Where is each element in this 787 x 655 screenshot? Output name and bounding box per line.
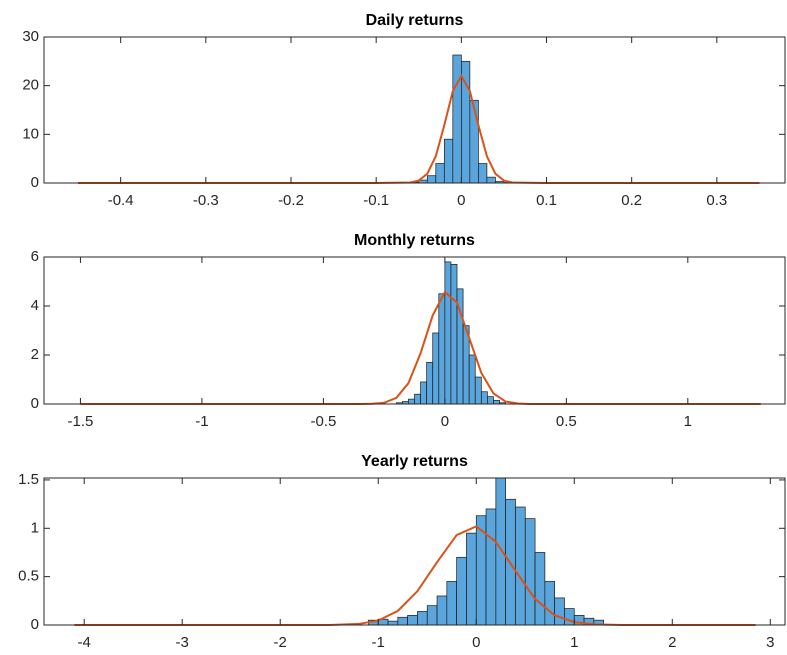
x-tick-label: -4 xyxy=(78,634,91,651)
x-tick-label: 0.2 xyxy=(621,192,642,209)
bar xyxy=(466,532,477,626)
axes-box xyxy=(43,36,786,184)
bar xyxy=(414,393,421,405)
x-tick-label: -1.5 xyxy=(68,413,94,430)
plot-area xyxy=(44,257,785,404)
x-tick-label: -1 xyxy=(195,413,208,430)
bar xyxy=(443,138,454,184)
axes-box xyxy=(43,477,786,626)
bar xyxy=(524,518,536,626)
x-tick-label: -0.1 xyxy=(363,192,389,209)
y-tick-label: 6 xyxy=(31,248,39,265)
x-tick-label: 3 xyxy=(766,634,774,651)
y-tick-label: 20 xyxy=(22,77,39,94)
bar xyxy=(426,605,438,626)
chart-title: Monthly returns xyxy=(354,232,475,249)
bar xyxy=(468,354,476,405)
fit-line xyxy=(74,525,756,626)
bar xyxy=(436,595,448,626)
bar xyxy=(554,597,565,626)
chart-title: Daily returns xyxy=(366,12,464,29)
x-tick-label: 0 xyxy=(457,192,465,209)
bar xyxy=(485,508,497,626)
bar xyxy=(534,552,546,626)
y-tick-label: 4 xyxy=(31,297,39,314)
y-tick-label: 0 xyxy=(31,616,39,633)
bar xyxy=(446,581,457,626)
fit-line xyxy=(80,290,761,405)
bar xyxy=(480,391,488,405)
x-tick-label: 2 xyxy=(668,634,676,651)
x-tick-label: 1 xyxy=(570,634,578,651)
axes-box xyxy=(43,256,786,405)
y-tick-label: 30 xyxy=(22,28,39,45)
x-tick-label: -3 xyxy=(176,634,189,651)
bar xyxy=(444,261,452,405)
x-tick-label: -0.4 xyxy=(108,192,134,209)
x-tick-label: -1 xyxy=(372,634,385,651)
x-tick-label: 1 xyxy=(684,413,692,430)
x-tick-label: 0.5 xyxy=(556,413,577,430)
x-tick-label: 0 xyxy=(472,634,480,651)
bar xyxy=(474,376,482,405)
bar xyxy=(452,54,462,184)
chart-title: Yearly returns xyxy=(361,453,468,470)
y-tick-label: 0 xyxy=(31,174,39,191)
bar xyxy=(544,581,556,626)
bar xyxy=(438,293,446,405)
x-tick-label: -0.2 xyxy=(278,192,304,209)
bar xyxy=(426,175,437,184)
bar xyxy=(450,264,458,405)
bar xyxy=(515,506,526,626)
bar xyxy=(478,163,488,184)
bar xyxy=(432,332,440,405)
bar xyxy=(435,163,445,184)
x-tick-label: 0 xyxy=(441,413,449,430)
x-tick-label: -0.5 xyxy=(310,413,336,430)
y-tick-label: 1 xyxy=(31,519,39,536)
bar xyxy=(487,396,494,405)
fit-line xyxy=(78,73,760,184)
y-tick-label: 10 xyxy=(22,125,39,142)
bar xyxy=(417,611,428,626)
bar xyxy=(456,556,467,626)
bar xyxy=(493,399,500,405)
plot-area xyxy=(44,37,785,183)
x-tick-label: 0.1 xyxy=(536,192,557,209)
y-tick-label: 0 xyxy=(31,395,39,412)
plot-area xyxy=(44,478,785,625)
bar xyxy=(426,362,434,405)
y-tick-label: 0.5 xyxy=(18,568,39,585)
bar xyxy=(486,176,496,184)
y-tick-label: 1.5 xyxy=(18,471,39,488)
bar xyxy=(407,614,418,626)
x-tick-label: -2 xyxy=(274,634,287,651)
x-tick-label: 0.3 xyxy=(706,192,727,209)
bar xyxy=(495,477,507,626)
bar xyxy=(408,398,415,405)
bar xyxy=(397,616,408,626)
y-tick-label: 2 xyxy=(31,346,39,363)
bar xyxy=(420,381,427,405)
x-tick-label: -0.3 xyxy=(193,192,219,209)
bar xyxy=(387,620,399,626)
bar xyxy=(469,99,479,184)
